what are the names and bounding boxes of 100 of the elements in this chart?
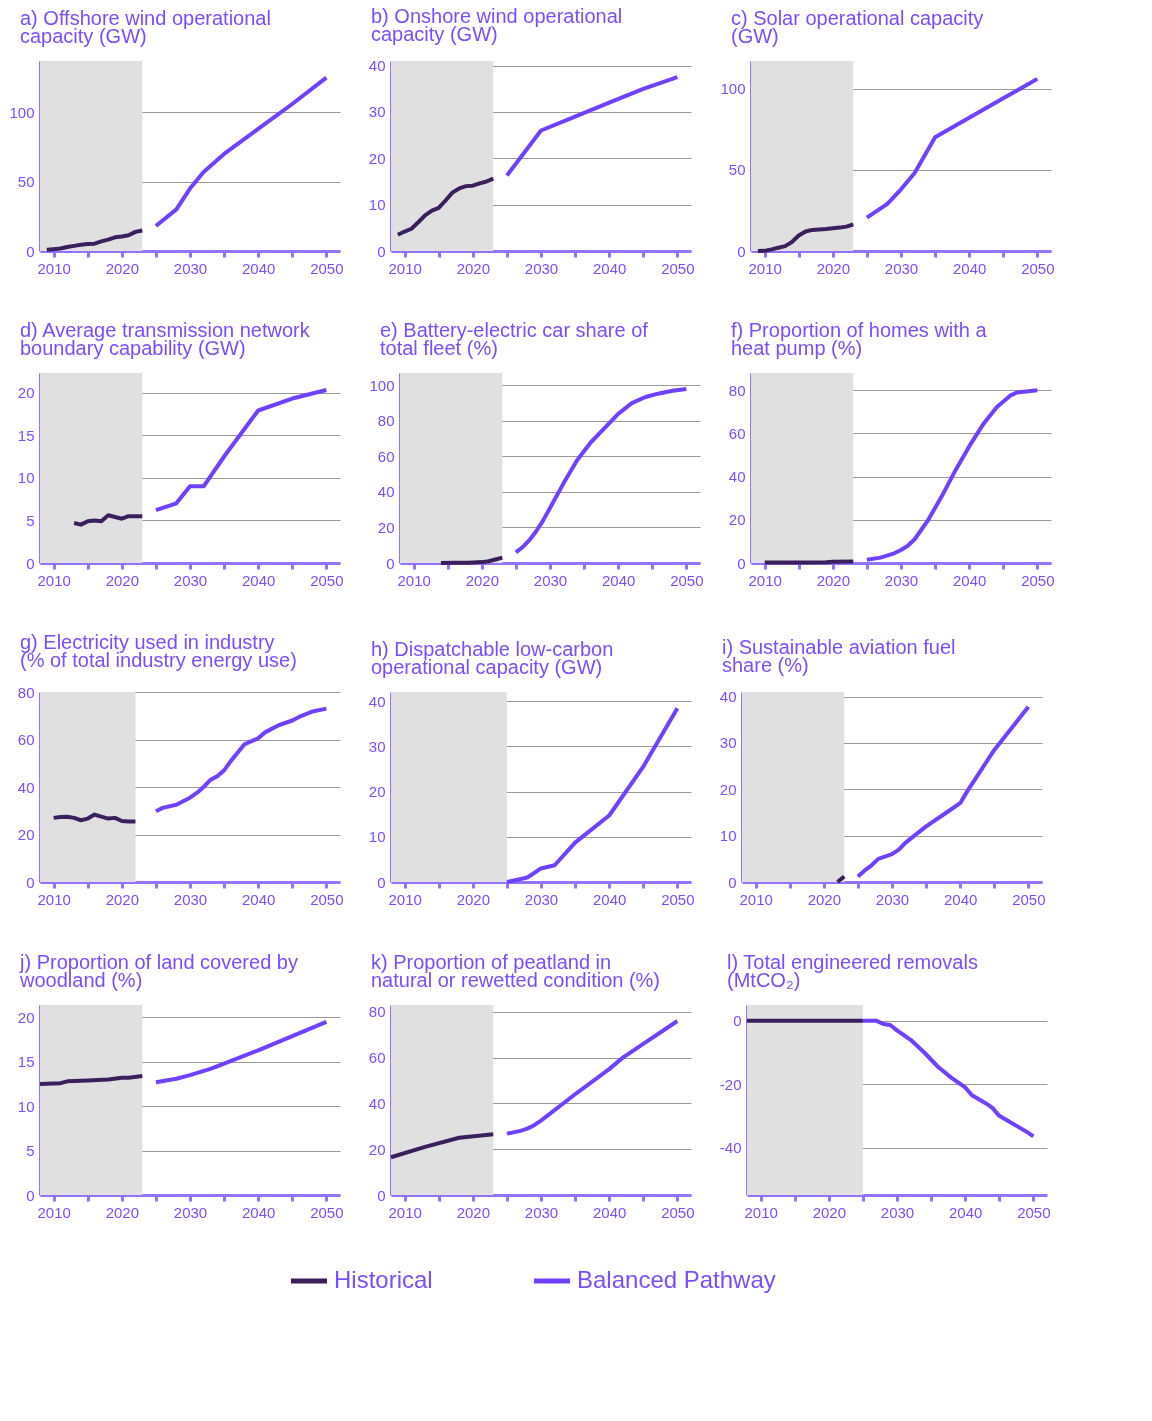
x-tick-label: 2010 bbox=[37, 890, 71, 908]
chart-title: a) Offshore wind operational capacity (GW) bbox=[20, 7, 271, 47]
chart-title: e) Battery-electric car share of total fleet (%) bbox=[380, 319, 649, 359]
y-tick-label: 0 bbox=[386, 554, 395, 572]
y-tick-label: 30 bbox=[719, 734, 737, 752]
line-series bbox=[864, 76, 1040, 220]
chart-title: g) Electricity used in industry (% of total industry energy use) bbox=[20, 631, 297, 671]
y-tick-label: 40 bbox=[17, 778, 35, 796]
x-tick-label: 2030 bbox=[524, 259, 559, 277]
x-tick-label: 2010 bbox=[388, 890, 422, 908]
x-tick-label: 2030 bbox=[173, 890, 208, 908]
chart-title: f) Proportion of homes with a heat pump (%) bbox=[731, 319, 988, 359]
x-tick-label: 2010 bbox=[744, 1203, 778, 1221]
x-tick-label: 2010 bbox=[748, 259, 782, 277]
y-tick-label: 0 bbox=[26, 554, 35, 572]
y-tick-label: 100 bbox=[369, 376, 395, 394]
y-tick-label: 100 bbox=[720, 80, 746, 98]
y-tick-label: 80 bbox=[368, 1003, 386, 1021]
x-tick-label: 2050 bbox=[1021, 259, 1055, 277]
x-tick-label: 2030 bbox=[173, 571, 208, 589]
y-tick-label: 40 bbox=[368, 1094, 386, 1112]
x-tick-label: 2010 bbox=[388, 259, 422, 277]
x-tick-label: 2050 bbox=[310, 259, 344, 277]
line-series bbox=[860, 1018, 1036, 1139]
x-tick-label: 2020 bbox=[807, 890, 842, 908]
x-tick-label: 2030 bbox=[524, 1203, 559, 1221]
y-tick-label: 20 bbox=[17, 384, 35, 402]
line-series bbox=[389, 1132, 496, 1160]
y-tick-label: 60 bbox=[17, 731, 35, 748]
y-tick-label: 80 bbox=[728, 381, 746, 399]
line-series bbox=[855, 704, 1031, 879]
x-tick-label: 2050 bbox=[1012, 890, 1046, 908]
y-tick-label: 10 bbox=[719, 827, 737, 845]
x-tick-label: 2030 bbox=[173, 1203, 208, 1221]
y-tick-label: 30 bbox=[368, 737, 386, 755]
x-tick-label: 2050 bbox=[310, 1203, 344, 1221]
line-series bbox=[504, 75, 680, 178]
y-tick-label: 20 bbox=[728, 511, 746, 529]
y-tick-label: 0 bbox=[737, 242, 746, 260]
line-series bbox=[153, 706, 329, 814]
y-tick-label: 20 bbox=[368, 149, 386, 167]
line-series bbox=[44, 228, 145, 252]
y-tick-label: 0 bbox=[377, 242, 386, 260]
y-tick-label: 5 bbox=[26, 1142, 35, 1160]
x-tick-label: 2020 bbox=[105, 1203, 140, 1221]
y-tick-label: 0 bbox=[377, 873, 386, 891]
x-tick-label: 2050 bbox=[1017, 1203, 1051, 1221]
chart-title: l) Total engineered removals (MtCO₂) bbox=[727, 951, 978, 991]
x-tick-label: 2030 bbox=[884, 571, 919, 589]
y-tick-label: 20 bbox=[719, 780, 737, 798]
x-tick-label: 2050 bbox=[661, 1203, 695, 1221]
line-series bbox=[38, 1074, 145, 1087]
x-tick-label: 2020 bbox=[456, 1203, 491, 1221]
y-tick-label: 50 bbox=[17, 173, 35, 191]
x-tick-label: 2030 bbox=[524, 890, 559, 908]
y-tick-label: 20 bbox=[368, 783, 386, 801]
y-tick-label: 40 bbox=[368, 57, 386, 75]
x-tick-label: 2020 bbox=[816, 571, 851, 589]
chart-title: k) Proportion of peatland in natural or rewetted condition (%) bbox=[371, 950, 661, 991]
y-tick-label: 60 bbox=[377, 447, 395, 465]
x-tick-label: 2010 bbox=[397, 571, 431, 589]
x-tick-label: 2020 bbox=[456, 259, 491, 277]
y-tick-label: 0 bbox=[737, 554, 746, 572]
line-series bbox=[153, 1019, 329, 1085]
x-tick-label: 2010 bbox=[37, 571, 71, 589]
chart-title: i) Sustainable aviation fuel share (%) bbox=[722, 635, 956, 676]
x-tick-label: 2040 bbox=[241, 1203, 276, 1221]
x-tick-label: 2030 bbox=[875, 890, 910, 908]
x-tick-label: 2030 bbox=[533, 571, 568, 589]
y-tick-label: 80 bbox=[17, 683, 35, 701]
y-tick-label: 20 bbox=[377, 518, 395, 536]
x-tick-label: 2040 bbox=[948, 1203, 983, 1221]
y-tick-label: 0 bbox=[26, 1186, 35, 1204]
x-tick-label: 2050 bbox=[661, 890, 695, 908]
y-tick-label: 40 bbox=[368, 692, 386, 710]
y-tick-label: 20 bbox=[17, 826, 35, 843]
chart-title: c) Solar operational capacity (GW) bbox=[731, 7, 984, 47]
y-tick-label: 60 bbox=[728, 424, 746, 442]
y-tick-label: 40 bbox=[728, 468, 746, 486]
line-series bbox=[513, 386, 689, 555]
x-tick-label: 2050 bbox=[310, 890, 344, 908]
x-tick-label: 2040 bbox=[241, 890, 276, 908]
chart-title: d) Average transmission network boundary capability (GW) bbox=[20, 319, 311, 359]
legend-label: Historical bbox=[334, 1266, 433, 1293]
y-tick-label: 40 bbox=[719, 688, 737, 706]
x-tick-label: 2040 bbox=[241, 571, 276, 589]
chart-title: j) Proportion of land covered by woodland (%) bbox=[19, 951, 298, 991]
line-series bbox=[504, 1019, 680, 1136]
x-tick-label: 2050 bbox=[310, 571, 344, 589]
x-tick-label: 2020 bbox=[816, 259, 851, 277]
chart-title: h) Dispatchable low-carbon operational capacity (GW) bbox=[371, 638, 614, 678]
y-tick-label: 20 bbox=[368, 1140, 386, 1158]
y-tick-label: 0 bbox=[26, 873, 35, 891]
x-tick-label: 2040 bbox=[241, 259, 276, 277]
y-tick-label: 5 bbox=[26, 511, 35, 529]
x-tick-label: 2030 bbox=[173, 259, 208, 277]
y-tick-label: 20 bbox=[17, 1008, 35, 1026]
x-tick-label: 2040 bbox=[952, 259, 987, 277]
x-tick-label: 2020 bbox=[465, 571, 500, 589]
y-tick-label: 0 bbox=[728, 873, 737, 891]
